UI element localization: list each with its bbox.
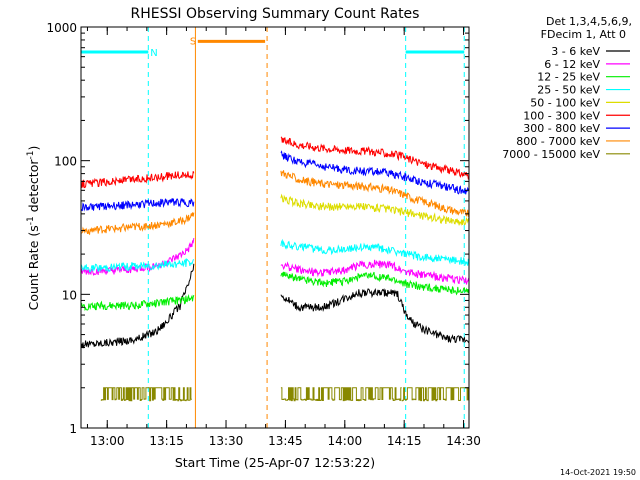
x-axis: 13:00 13:15 13:30 13:45 14:00 14:15 14:30 (86, 27, 481, 448)
chart-title: RHESSI Observing Summary Count Rates (131, 6, 420, 22)
y-axis: 1 10 100 1000 (46, 21, 469, 436)
x-tick-label: 13:15 (149, 434, 184, 448)
series-line-segment (80, 197, 195, 212)
legend-entry-label: 300 - 800 keV (523, 122, 600, 135)
legend-entry-label: 50 - 100 keV (530, 96, 600, 109)
legend: Det 1,3,4,5,6,9, FDecim 1, Att 0 3 - 6 k… (502, 15, 632, 161)
y-axis-label-main: Count Rate (s (26, 225, 41, 310)
night-label: N (150, 48, 157, 59)
x-tick-label: 14:00 (328, 434, 363, 448)
y-axis-label: Count Rate (s-1 detector-1) (26, 146, 41, 311)
series-line-segment (80, 212, 195, 236)
legend-entry: 7000 - 15000 keV (502, 148, 630, 161)
series-line-segment (280, 259, 470, 285)
legend-entry: 12 - 25 keV (537, 71, 630, 84)
legend-entry: 100 - 300 keV (523, 109, 630, 122)
x-tick-label: 14:30 (446, 434, 481, 448)
series-line-segment (80, 171, 195, 189)
legend-entry-label: 12 - 25 keV (537, 71, 600, 84)
legend-entry: 6 - 12 keV (544, 58, 630, 71)
series-line-segment (280, 287, 470, 344)
series-line-segment (80, 258, 195, 273)
series-50-100keV (280, 193, 470, 226)
y-tick-label: 1000 (46, 21, 77, 35)
legend-entry-label: 6 - 12 keV (544, 58, 600, 71)
legend-entry: 50 - 100 keV (530, 96, 630, 109)
series-line-segment (401, 387, 469, 402)
series-line-segment (280, 136, 470, 180)
x-axis-label: Start Time (25-Apr-07 12:53:22) (175, 455, 375, 470)
legend-entry: 800 - 7000 keV (516, 135, 630, 148)
series-6-12keV (80, 238, 470, 285)
legend-entry-label: 25 - 50 keV (537, 84, 600, 97)
legend-entry-label: 800 - 7000 keV (516, 135, 600, 148)
y-tick-label: 100 (54, 155, 77, 169)
series-25-50keV (80, 238, 470, 273)
legend-entry: 25 - 50 keV (537, 84, 630, 97)
series-line-segment (280, 170, 470, 217)
plot-area: NS (80, 27, 470, 428)
footer-date: 14-Oct-2021 19:50 (560, 468, 636, 477)
saa-label: S (190, 36, 196, 47)
series-800-7000keV (80, 170, 470, 236)
series-7000-15000keV (100, 387, 469, 402)
legend-entry: 300 - 800 keV (523, 122, 630, 135)
x-tick-label: 13:00 (90, 434, 125, 448)
y-tick-label: 1 (69, 422, 77, 436)
legend-entry-label: 100 - 300 keV (523, 109, 600, 122)
legend-entry-label: 3 - 6 keV (551, 45, 600, 58)
legend-entry-label: 7000 - 15000 keV (502, 148, 600, 161)
series-line-segment (80, 293, 195, 312)
series-line-segment (100, 387, 192, 402)
y-axis-label-mid: detector (26, 159, 41, 217)
x-tick-label: 14:15 (387, 434, 422, 448)
x-tick-label: 13:30 (209, 434, 244, 448)
legend-entry: 3 - 6 keV (551, 45, 630, 58)
y-tick-label: 10 (62, 288, 77, 302)
series-line-segment (280, 271, 470, 296)
series-line-segment (280, 150, 470, 195)
x-tick-label: 13:45 (268, 434, 303, 448)
legend-header-line-1: Det 1,3,4,5,6,9, (546, 15, 632, 28)
y-axis-label-end: ) (26, 146, 41, 151)
series-300-800keV (80, 150, 470, 212)
series-line-segment (80, 263, 195, 349)
series-100-300keV (80, 136, 470, 189)
plot-frame (80, 26, 470, 429)
y-axis-label-sup2: -1 (26, 151, 36, 160)
legend-header-line-2: FDecim 1, Att 0 (541, 28, 626, 41)
series-12-25keV (80, 271, 470, 312)
series-line-segment (280, 238, 470, 267)
series-line-segment (280, 387, 402, 402)
series-line-segment (280, 193, 470, 226)
series-3-6keV (80, 263, 470, 349)
y-axis-label-sup1: -1 (26, 216, 36, 225)
